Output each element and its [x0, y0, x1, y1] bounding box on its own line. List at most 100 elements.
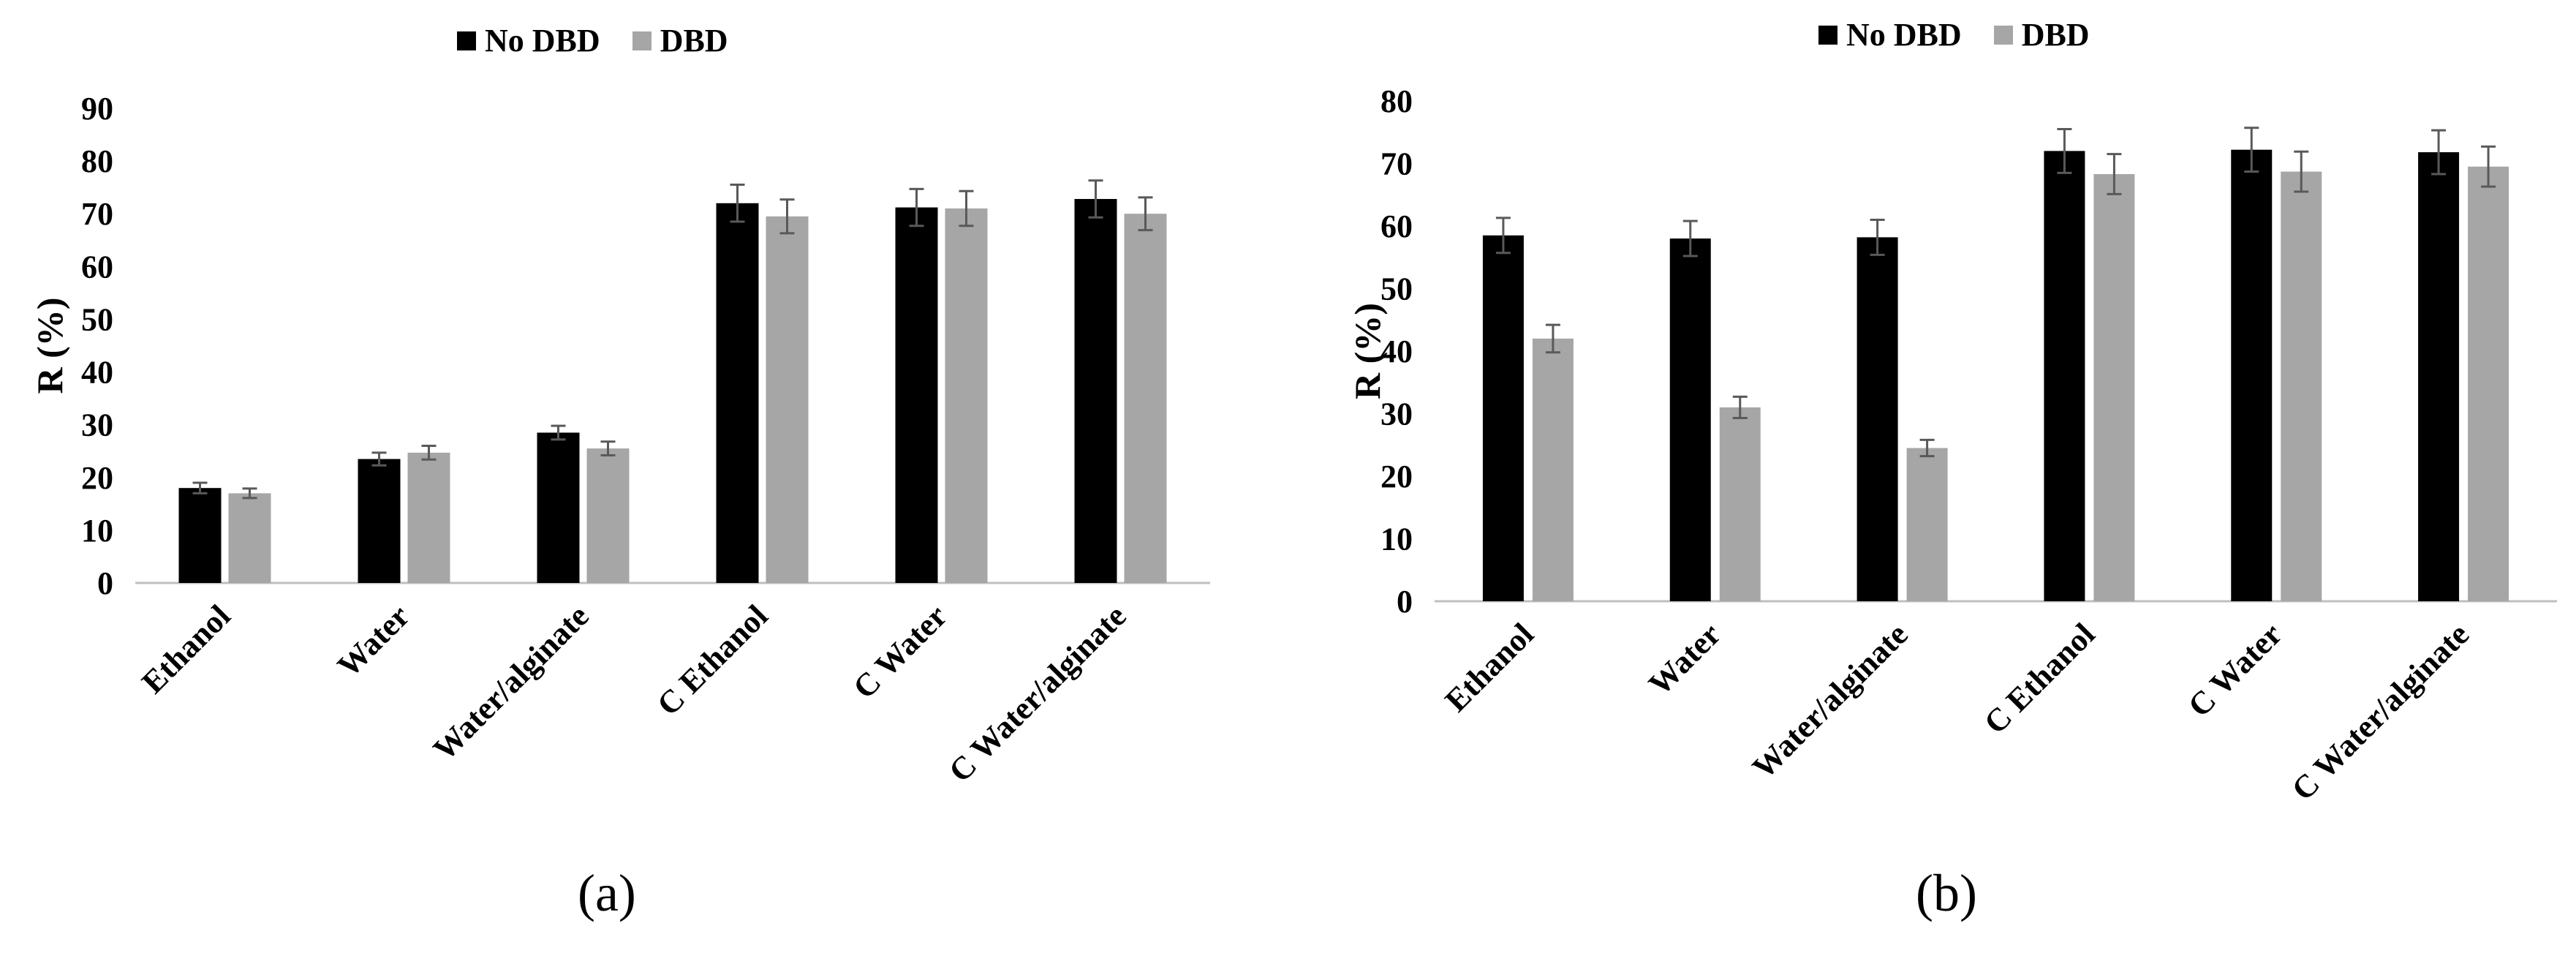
bar-chart-b: 0 10 20 30 40 50 60 70 80 R (%) Ethanol Water Water/…	[1347, 83, 2557, 808]
legend-swatch-no-dbd	[1818, 25, 1837, 45]
y-tick-label: 10	[1380, 522, 1413, 557]
y-tick-label: 20	[1380, 459, 1413, 494]
panel-label-a: (a)	[578, 864, 636, 922]
bar-dbd-c-ethanol	[766, 216, 809, 583]
y-tick-label: 50	[81, 301, 113, 337]
bar-dbd-ethanol	[1532, 338, 1574, 601]
bar-no-dbd-c-ethanol	[2044, 151, 2085, 601]
legend-entry-no-dbd: No DBD	[457, 22, 600, 59]
bar-no-dbd-water-alginate	[1857, 237, 1898, 601]
y-tick-label: 70	[1380, 146, 1413, 182]
category-label-water: Water	[1642, 616, 1728, 702]
y-axis-label: R (%)	[1347, 303, 1388, 399]
bar-dbd-c-ethanol	[2093, 174, 2135, 601]
y-tick-label: 90	[81, 91, 113, 127]
category-label-water-alginate: Water/alginate	[1745, 616, 1915, 786]
error-bar-dbd-water-alginate	[600, 440, 616, 456]
error-bar-dbd-c-water-alginate	[1138, 196, 1153, 232]
legend-label-dbd: DBD	[2021, 17, 2090, 53]
legend-swatch-no-dbd	[457, 31, 476, 50]
error-bar-no-dbd-c-ethanol	[730, 184, 745, 223]
error-bar-dbd-c-ethanol	[779, 198, 795, 235]
bar-dbd-c-water	[2281, 171, 2322, 602]
y-tick-label: 40	[81, 355, 113, 391]
category-label-c-ethanol: C Ethanol	[1977, 616, 2101, 740]
y-tick-label: 50	[1380, 271, 1413, 307]
bar-dbd-c-water-alginate	[1124, 214, 1167, 583]
bar-dbd-water	[407, 452, 450, 583]
category-label-water-alginate: Water/alginate	[426, 598, 596, 767]
category-label-c-water: C Water	[846, 598, 953, 705]
y-tick-label: 80	[81, 143, 113, 179]
error-bar-no-dbd-water-alginate	[1870, 218, 1885, 256]
y-tick-label: 10	[81, 513, 113, 549]
error-bar-dbd-water	[421, 445, 437, 461]
bar-no-dbd-water-alginate	[537, 432, 580, 583]
category-label-water: Water	[331, 598, 417, 684]
y-tick-label: 80	[1380, 83, 1413, 119]
category-label-c-water-alginate: C Water/alginate	[942, 598, 1133, 788]
error-bar-dbd-c-water	[959, 189, 974, 227]
error-bar-no-dbd-c-water-alginate	[2431, 129, 2447, 176]
category-label-c-ethanol: C Ethanol	[650, 598, 774, 722]
bar-dbd-water	[1719, 407, 1761, 601]
error-bar-dbd-water	[1732, 395, 1748, 419]
y-tick-label: 60	[81, 249, 113, 285]
error-bar-dbd-c-water-alginate	[2481, 145, 2496, 188]
bar-no-dbd-c-water-alginate	[1074, 199, 1117, 583]
bar-dbd-c-water	[945, 208, 988, 583]
bar-dbd-c-water-alginate	[2468, 166, 2509, 601]
legend: No DBD DBD	[457, 22, 749, 59]
bar-dbd-water-alginate	[1906, 448, 1948, 601]
bar-dbd-water-alginate	[586, 448, 630, 583]
y-tick-label: 0	[97, 565, 113, 601]
y-tick-label: 30	[1380, 396, 1413, 432]
error-bar-no-dbd-c-ethanol	[2057, 127, 2072, 174]
error-bar-no-dbd-water	[1682, 219, 1698, 257]
legend-label-dbd: DBD	[660, 23, 728, 59]
error-bar-dbd-c-ethanol	[2107, 153, 2122, 195]
error-bar-no-dbd-water	[371, 451, 387, 467]
error-bar-dbd-water-alginate	[1919, 438, 1935, 458]
category-label-c-water-alginate: C Water/alginate	[2285, 616, 2476, 807]
y-tick-label: 40	[1380, 334, 1413, 369]
category-label-ethanol: Ethanol	[1438, 616, 1541, 718]
error-bar-dbd-c-water	[2294, 150, 2309, 193]
bar-chart-a: 0 10 20 30 40 50 60 70 80 90 R (%) Ethanol Water Wate…	[29, 91, 1210, 789]
error-bar-dbd-ethanol	[242, 487, 257, 500]
error-bar-no-dbd-ethanol	[192, 481, 208, 494]
y-axis-label: R (%)	[29, 298, 70, 394]
bar-no-dbd-c-water-alginate	[2418, 152, 2460, 602]
legend-entry-dbd: DBD	[632, 22, 728, 59]
error-bar-no-dbd-c-water	[909, 187, 924, 227]
bar-no-dbd-water	[358, 459, 401, 583]
y-tick-label: 70	[81, 196, 113, 232]
panel-label-b: (b)	[1916, 864, 1977, 922]
y-tick-label: 0	[1397, 584, 1413, 620]
bar-no-dbd-ethanol	[178, 488, 222, 583]
y-tick-label: 60	[1380, 208, 1413, 244]
legend-swatch-dbd	[1993, 25, 2013, 45]
bar-no-dbd-c-water	[2231, 149, 2273, 601]
error-bar-dbd-ethanol	[1545, 323, 1560, 354]
legend-swatch-dbd	[632, 31, 651, 50]
legend-label-no-dbd: No DBD	[485, 23, 600, 59]
chart-panel-a: No DBD DBD 0 10 20 30 40 50 60 70 80 90 R (%) Ethan…	[29, 22, 1210, 922]
chart-panel-b: No DBD DBD 0 10 20 30 40 50 60 70 80 R (%) Ethanol…	[1288, 0, 2576, 956]
legend-label-no-dbd: No DBD	[1846, 17, 1962, 53]
error-bar-no-dbd-c-water	[2244, 127, 2259, 173]
bar-no-dbd-water	[1669, 238, 1711, 601]
bar-no-dbd-ethanol	[1482, 235, 1524, 601]
category-label-ethanol: Ethanol	[135, 598, 237, 700]
legend: No DBD DBD	[1818, 16, 2110, 53]
legend-entry-no-dbd: No DBD	[1818, 16, 1962, 53]
legend-entry-dbd: DBD	[1993, 16, 2090, 53]
category-label-c-water: C Water	[2181, 616, 2289, 723]
error-bar-no-dbd-ethanol	[1495, 217, 1511, 255]
bar-dbd-ethanol	[228, 493, 271, 583]
y-tick-label: 20	[81, 460, 113, 496]
error-bar-no-dbd-water-alginate	[551, 424, 566, 441]
bar-no-dbd-c-water	[895, 207, 938, 584]
error-bar-no-dbd-c-water-alginate	[1088, 179, 1103, 219]
bar-no-dbd-c-ethanol	[716, 203, 759, 583]
